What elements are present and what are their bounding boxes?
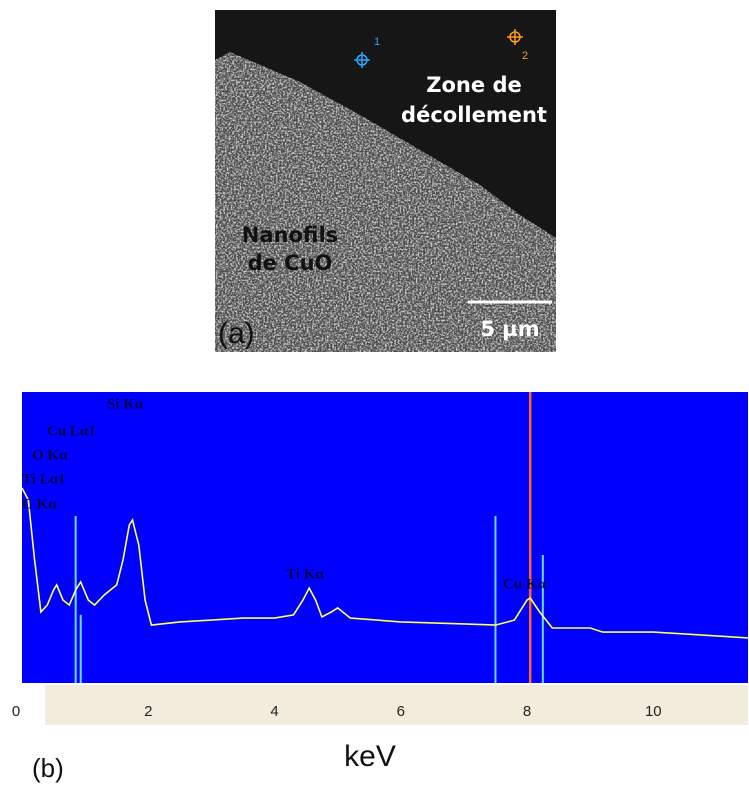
peak-label: Ti Kα <box>286 566 324 582</box>
peak-label: Cu Kα <box>503 576 547 592</box>
nanowire-label: Nanofils <box>242 223 338 247</box>
point-label: 1 <box>374 36 380 48</box>
point-marker <box>507 29 523 45</box>
plot-area <box>22 392 748 683</box>
x-tick-label: 10 <box>645 703 662 720</box>
peak-label: O Kα <box>32 447 68 463</box>
axis-band <box>45 685 748 725</box>
x-tick-label: 6 <box>397 703 405 720</box>
peak-label: C Kα <box>22 496 57 512</box>
spectrum-line <box>21 487 749 639</box>
panel-label: (b) <box>32 753 64 783</box>
sem-image: 1 2 Zone de décollement Nanofils de CuO … <box>215 10 556 352</box>
point-marker <box>354 52 370 68</box>
x-tick-label: 4 <box>270 703 278 720</box>
nanowire-label: de CuO <box>248 251 333 275</box>
x-tick-label: 0 <box>12 703 20 720</box>
point-label: 2 <box>522 50 528 62</box>
scale-label: 5 µm <box>480 317 539 341</box>
x-tick-label: 8 <box>523 703 531 720</box>
peak-label: Ti Lα1 <box>22 471 66 487</box>
panel-label: (a) <box>218 317 255 350</box>
x-tick-label: 2 <box>144 703 152 720</box>
peak-label: Si Kα <box>107 396 144 412</box>
zone-label: décollement <box>401 103 547 127</box>
peak-label: Cu Lα1 <box>47 423 96 439</box>
zone-label: Zone de <box>426 73 521 97</box>
x-axis-label: keV <box>344 740 396 773</box>
